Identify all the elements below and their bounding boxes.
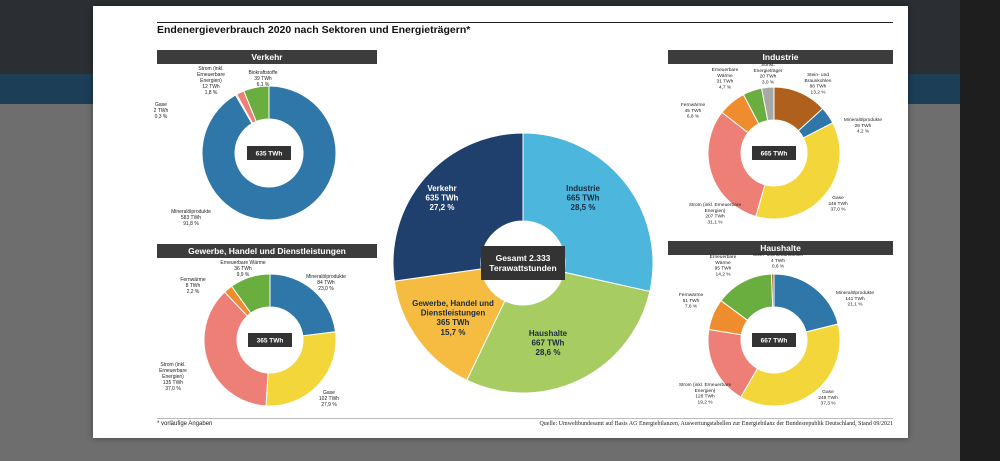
source-note: Quelle: Umweltbundesamt auf Basis AG Ene… [539, 421, 893, 427]
segment-label-3-6: Sonst. Energieträger 20 TWh 3,0 % [753, 62, 782, 85]
panel-header-haushalte: Haushalte [668, 241, 893, 255]
segment-label-3-3: Strom (inkl. Erneuerbare Energien) 207 TWh… [689, 202, 742, 225]
center-label-3: 665 TWh [761, 150, 788, 157]
right-edge-panel [960, 0, 1000, 461]
segment-label-0-3: Verkehr 635 TWh 27,2 % [426, 184, 459, 212]
center-label-box-2 [248, 333, 292, 347]
infographic-title: Endenergieverbrauch 2020 nach Sektoren u… [157, 24, 471, 36]
segment-label-1-0: Mineralölprodukte 583 TWh 91,8 % [171, 209, 211, 227]
chart-canvas: Gesamt 2.333 Terawattstunden Industrie 665 … [154, 62, 883, 408]
segment-label-3-4: Fernwärme 45 TWh 6,8 % [681, 102, 706, 120]
segment-label-1-1: Gase 2 TWh 0,3 % [154, 102, 169, 120]
center-label-0: Gesamt 2.333 Terawattstunden [489, 253, 556, 273]
segment-label-0-2: Gewerbe, Handel und Dienstleistungen 365 T… [412, 299, 494, 337]
segment-label-3-1: Mineralölprodukte 28 TWh 4,2 % [844, 117, 882, 135]
segment-label-0-0: Industrie 665 TWh 28,5 % [566, 184, 600, 212]
center-label-box-4 [752, 333, 796, 347]
panel-header-industrie: Industrie [668, 50, 893, 64]
segment-label-4-4: Erneuerbare Wärme 95 TWh 14,2 % [710, 254, 737, 277]
segment-label-4-5: Stein- und Braunkohlen 4 TWh 0,6 % [753, 252, 803, 270]
segment-label-1-3: Biokraftstoffe 39 TWh 6,1 % [248, 70, 277, 88]
segment-label-3-0: Stein- und Braunkohlen 88 TWh 13,2 % [805, 72, 832, 95]
segment-label-4-3: Fernwärme 51 TWh 7,6 % [679, 292, 704, 310]
center-label-1: 635 TWh [256, 150, 283, 157]
segment-label-2-2: Strom (inkl. Erneuerbare Energien) 135 TWh 3… [159, 362, 187, 392]
segment-label-2-0: Mineralölprodukte 84 TWh 23,0 % [306, 274, 346, 292]
segment-label-4-0: Mineralölprodukte 141 TWh 21,1 % [836, 290, 874, 308]
infographic-card: Endenergieverbrauch 2020 nach Sektoren u… [93, 6, 908, 438]
segment-label-1-2: Strom (inkl. Erneuerbare Energien) 12 TWh 1,… [197, 66, 225, 96]
panel-header-verkehr: Verkehr [157, 50, 377, 64]
panel-header-ghd: Gewerbe, Handel und Dienstleistungen [157, 244, 377, 258]
segment-label-2-4: Erneuerbare Wärme 36 TWh 9,9 % [220, 260, 266, 278]
center-label-box-1 [247, 146, 291, 160]
segment-label-2-3: Fernwärme 8 TWh 2,2 % [180, 277, 206, 295]
segment-label-4-2: Strom (inkl. Erneuerbare Energien) 128 TWh… [679, 382, 732, 405]
footnote: * vorläufige Angaben [157, 421, 213, 427]
center-label-2: 365 TWh [257, 337, 284, 344]
center-label-box-3 [752, 146, 796, 160]
segment-label-4-1: Gase 249 TWh 37,3 % [818, 389, 838, 407]
title-rule [157, 22, 893, 23]
segment-label-0-1: Haushalte 667 TWh 28,6 % [529, 329, 568, 357]
center-label-box-0 [481, 246, 565, 280]
segment-label-3-5: Erneuerbare Wärme 31 TWh 4,7 % [712, 67, 739, 90]
center-label-4: 667 TWh [761, 337, 788, 344]
segment-label-2-1: Gase 102 TWh 27,9 % [319, 390, 339, 408]
segment-label-3-2: Gase 246 TWh 37,0 % [828, 195, 848, 213]
footer-rule [157, 418, 893, 419]
